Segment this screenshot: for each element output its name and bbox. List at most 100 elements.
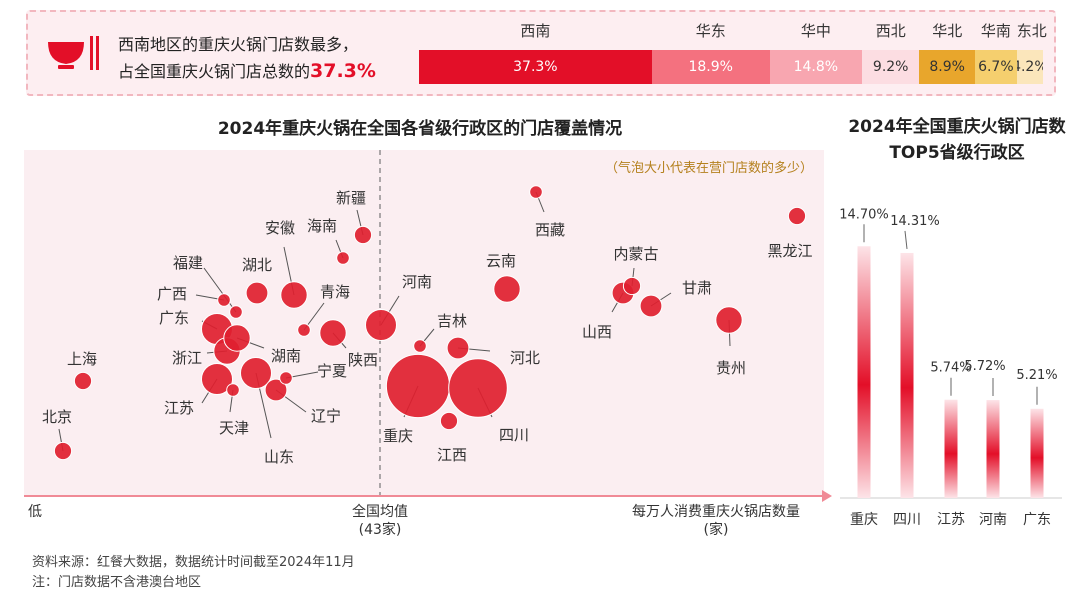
bubble-天津 [226,383,240,397]
summary-text: 西南地区的重庆火锅门店数最多， 占全国重庆火锅门店总数的37.3% [118,32,418,85]
bubble-label: 吉林 [437,312,467,330]
bubble-安徽 [280,281,308,309]
bubble-label: 山东 [264,448,294,466]
bubble-新疆 [353,225,373,245]
bubble-河北 [446,336,470,360]
bubble-上海 [73,371,93,391]
top5-chart-title: 2024年全国重庆火锅门店数TOP5省级行政区 [848,117,1066,163]
bubble-四川 [448,358,508,418]
summary-line1: 西南地区的重庆火锅门店数最多， [118,35,359,54]
bar-河南 [986,400,1000,498]
region-segment: 8.9% [919,50,975,84]
bubble-marks [53,185,807,461]
hotpot-bowl-icon [44,34,104,74]
region-segment: 6.7% [974,50,1017,84]
bar-value-label: 5.21% [1016,368,1057,383]
region-segment: 37.3% [419,50,652,84]
bubble-label: 上海 [67,350,97,368]
bar-江苏 [944,399,958,498]
bubble-label: 云南 [486,252,516,270]
bubble-size-note: （气泡大小代表在营门店数的多少） [605,160,813,176]
bubble-甘肃 [639,294,663,318]
bubble-label: 河北 [510,349,540,367]
x-axis-low-label: 低 [28,504,42,520]
summary-line2-value: 37.3% [310,60,376,82]
bubble-label: 陕西 [348,351,378,369]
bar-value-label: 14.70% [840,207,889,222]
bar-value-label: 5.72% [964,359,1005,374]
bubble-label: 黑龙江 [767,242,812,260]
region-label: 西南 [520,22,551,40]
bubble-label: 湖北 [242,256,272,274]
bubble-河南 [365,309,397,341]
bubble-label: 新疆 [336,189,366,207]
bubble-辽宁 [264,378,288,402]
bubble-label: 福建 [173,254,203,272]
bubble-label: 贵州 [716,359,746,377]
bubble-西藏 [529,185,543,199]
region-share-bar: 37.3%18.9%14.8%9.2%8.9%6.7%4.2% [419,50,1043,84]
summary-line2: 占全国重庆火锅门店总数的37.3% [118,58,418,85]
bubble-label: 四川 [499,426,529,444]
bubble-贵州 [715,306,743,334]
region-label: 华北 [932,22,963,40]
bar-category-label: 河南 [979,512,1007,528]
bar-value-label: 5.74% [930,361,971,376]
bubble-label: 北京 [42,408,72,426]
region-segment: 9.2% [862,50,920,84]
bar-category-label: 江苏 [937,512,965,528]
bubble-label: 海南 [307,217,337,235]
bars: 14.70% 重庆 14.31% 四川 5.74% 江苏 5.72% 河南 5.21% 广东 [840,207,1058,528]
bubble-江西 [439,411,459,431]
bubble-北京 [53,441,73,461]
bubble-label: 西藏 [535,221,565,239]
bubble-label: 山西 [582,323,612,341]
bubble-湖北 [245,281,269,305]
bar-四川 [900,252,914,498]
bubble-label: 宁夏 [317,362,347,380]
region-segment: 18.9% [651,50,770,84]
region-label: 华中 [800,22,831,40]
bubble-重庆 [385,353,451,419]
bar-category-label: 重庆 [850,512,878,528]
bar-重庆 [857,246,871,498]
bubble-海南 [336,251,350,265]
bubble-label: 天津 [219,419,249,437]
bar-label-leader [904,230,908,249]
bubble-label: 辽宁 [311,407,341,425]
bar-广东 [1030,408,1044,498]
bar-value-label: 14.31% [890,214,940,229]
note-text: 注：门店数据不含港澳台地区 [32,575,202,590]
bubble-黑龙江 [787,206,807,226]
bubble-label: 内蒙古 [613,245,658,263]
bubble-chart-panel [24,150,824,496]
bubble-青海 [297,323,311,337]
bubble-吉林 [413,339,427,353]
bar-category-label: 广东 [1023,512,1051,528]
region-segment: 14.8% [769,50,863,84]
bubble-陕西 [319,319,347,347]
bubble-label: 青海 [320,283,350,301]
average-label: 全国均值 (43家) [352,504,408,538]
region-segment: 4.2% [1016,50,1043,84]
region-label: 西北 [875,22,906,40]
bar-category-label: 四川 [893,512,921,528]
bubble-label: 甘肃 [682,279,712,297]
bubble-湖南 [223,324,251,352]
bubble-chart-title: 2024年重庆火锅在全国各省级行政区的门店覆盖情况 [217,119,623,139]
top5-bar-chart: 14.70% 重庆 14.31% 四川 5.74% 江苏 5.72% 河南 5.21% 广东 [840,207,1062,528]
bubble-内蒙古 [622,276,642,296]
bubble-label: 江西 [437,446,467,464]
x-axis-title: 每万人消费重庆火锅店数量 (家) [632,504,800,538]
bubble-福建 [229,305,243,319]
bubble-山东 [240,357,272,389]
region-label: 东北 [1016,22,1047,40]
summary-line2-prefix: 占全国重庆火锅门店总数的 [118,62,311,81]
bubble-label: 重庆 [383,427,413,445]
x-axis-arrow-icon [822,490,832,502]
bubble-label: 江苏 [164,399,194,417]
region-label: 华南 [980,22,1011,40]
leader-line [203,267,237,313]
bubble-云南 [493,275,521,303]
